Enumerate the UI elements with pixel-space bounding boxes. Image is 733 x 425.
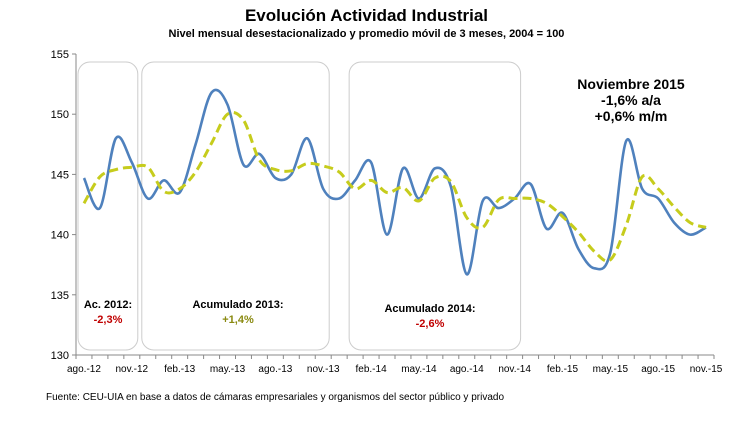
x-tick-label: nov.-14 — [498, 364, 531, 375]
x-tick-label: nov.-15 — [690, 364, 723, 375]
x-tick-label: may.-14 — [401, 364, 437, 375]
series-line-moving-average — [82, 110, 707, 263]
period-box-2 — [348, 61, 522, 351]
annotation-mom: +0,6% m/m — [594, 108, 668, 124]
x-tick-label: feb.-13 — [164, 364, 196, 375]
period-label: Ac. 2012: — [83, 299, 133, 311]
y-tick-label: 130 — [51, 350, 69, 362]
y-tick-label: 135 — [51, 290, 69, 302]
period-value: -2,6% — [415, 318, 445, 330]
x-tick-label: feb.-15 — [547, 364, 579, 375]
x-tick-label: nov.-13 — [307, 364, 340, 375]
period-box-0 — [77, 61, 139, 351]
chart-subtitle: Nivel mensual desestacionalizado y prome… — [168, 28, 565, 40]
period-note-2012: Ac. 2012: -2,3% — [74, 298, 142, 328]
period-value: -2,3% — [93, 314, 123, 326]
period-label: Acumulado 2014: — [384, 303, 476, 315]
y-tick-label: 145 — [51, 169, 69, 181]
x-tick-label: may.-13 — [210, 364, 246, 375]
x-tick-label: ago.-12 — [67, 364, 101, 375]
source-note: Fuente: CEU-UIA en base a datos de cámar… — [46, 392, 505, 403]
x-tick-label: feb.-14 — [356, 364, 388, 375]
period-value: +1,4% — [222, 314, 254, 326]
annotation-yoy: -1,6% a/a — [601, 92, 661, 108]
y-tick-label: 155 — [51, 49, 69, 61]
annotation-month: Noviembre 2015 — [577, 76, 685, 92]
x-tick-label: nov.-12 — [116, 364, 149, 375]
y-tick-label: 150 — [51, 109, 69, 121]
period-note-2013: Acumulado 2013: +1,4% — [168, 298, 308, 328]
series-line-monthly-level — [82, 88, 707, 276]
x-tick-label: ago.-15 — [641, 364, 675, 375]
chart-title: Evolución Actividad Industrial — [244, 6, 489, 25]
period-box-1 — [141, 61, 330, 351]
y-tick-label: 140 — [51, 230, 69, 242]
period-label: Acumulado 2013: — [192, 299, 284, 311]
x-tick-label: may.-15 — [593, 364, 629, 375]
x-tick-label: ago.-13 — [258, 364, 292, 375]
period-note-2014: Acumulado 2014: -2,6% — [360, 302, 500, 332]
x-tick-label: ago.-14 — [450, 364, 484, 375]
latest-month-annotation: Noviembre 2015 -1,6% a/a +0,6% m/m — [556, 76, 706, 124]
